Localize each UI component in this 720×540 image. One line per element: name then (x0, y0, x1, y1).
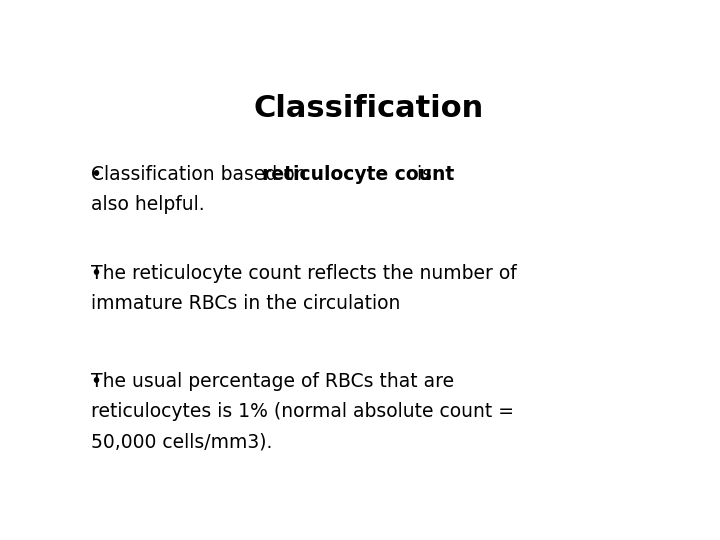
Text: is: is (411, 165, 432, 184)
Text: Classification: Classification (254, 94, 484, 123)
Text: •: • (91, 373, 102, 392)
Text: reticulocytes is 1% (normal absolute count =: reticulocytes is 1% (normal absolute cou… (91, 402, 513, 421)
Text: •: • (91, 265, 102, 284)
Text: The usual percentage of RBCs that are: The usual percentage of RBCs that are (91, 373, 454, 392)
Text: 50,000 cells/mm3).: 50,000 cells/mm3). (91, 433, 272, 451)
Text: reticulocyte count: reticulocyte count (262, 165, 454, 184)
Text: also helpful.: also helpful. (91, 194, 204, 213)
Text: The reticulocyte count reflects the number of: The reticulocyte count reflects the numb… (91, 265, 516, 284)
Text: immature RBCs in the circulation: immature RBCs in the circulation (91, 294, 400, 313)
Text: Classification based on: Classification based on (91, 165, 312, 184)
Text: •: • (91, 165, 102, 184)
